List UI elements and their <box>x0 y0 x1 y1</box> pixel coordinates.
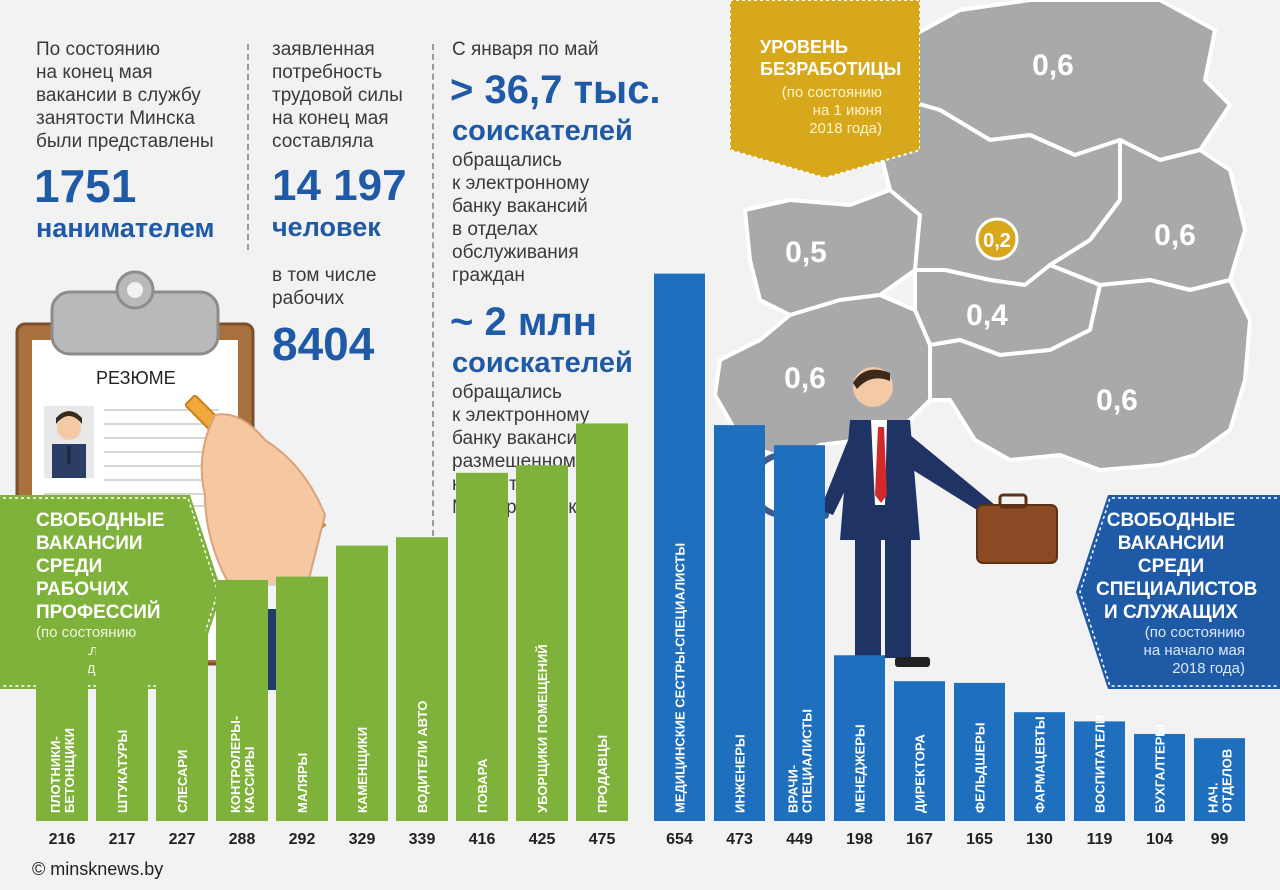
specialist-bar-4 <box>894 681 945 821</box>
worker-bar-5 <box>336 545 388 821</box>
map-label-west: 0,5 <box>785 236 827 269</box>
worker-category-label-0: ПЛОТНИКИ-БЕТОНЩИКИ <box>48 728 77 813</box>
specialist-bar-2 <box>774 445 825 821</box>
specialist-value-label-6: 130 <box>1026 831 1053 848</box>
map-label-southeast: 0,6 <box>1096 384 1138 417</box>
workers-text: в том числе рабочих <box>272 265 377 309</box>
worker-value-label-4: 292 <box>289 831 316 848</box>
unemployment-map: 0,6 0,5 0,6 0,4 0,6 0,6 0,2 <box>713 0 1252 472</box>
unemployment-title: УРОВЕНЬ БЕЗРАБОТИЦЫ <box>760 37 902 79</box>
worker-bar-4 <box>276 576 328 821</box>
worker-bar-9 <box>576 423 628 821</box>
specialist-bar-1 <box>714 425 765 821</box>
specialist-bar-6 <box>1014 712 1065 821</box>
specialist-value-label-4: 167 <box>906 831 933 848</box>
map-region-southeast <box>928 278 1252 472</box>
worker-category-label-8: УБОРЩИКИ ПОМЕЩЕНИЙ <box>535 644 550 813</box>
worker-bar-1 <box>96 639 148 821</box>
worker-value-label-8: 425 <box>529 831 556 848</box>
divider-1 <box>247 44 249 250</box>
specialist-value-label-7: 119 <box>1087 831 1113 848</box>
divider-2 <box>432 44 434 536</box>
map-label-east: 0,6 <box>1154 219 1196 252</box>
worker-value-label-1: 217 <box>109 831 136 848</box>
worker-category-label-7: ПОВАРА <box>475 758 490 813</box>
employers-unit: нанимателем <box>36 213 215 243</box>
green-ribbon-title: СВОБОДНЫЕ ВАКАНСИИ СРЕДИ РАБОЧИХ ПРОФЕСС… <box>36 510 165 623</box>
labor-demand-number: 14 197 <box>272 161 407 210</box>
minsk-city-marker <box>975 217 1019 261</box>
applicants-unit-2: соискателей <box>452 347 633 379</box>
specialist-category-label-3: МЕНЕДЖЕРЫ <box>853 724 868 813</box>
unemployment-subtitle: (по состоянию на 1 июня 2018 года) <box>781 84 882 137</box>
specialist-value-label-0: 654 <box>666 831 693 848</box>
worker-bar-2 <box>156 631 208 821</box>
specialist-value-label-1: 473 <box>726 831 753 848</box>
resume-label: РЕЗЮМЕ <box>96 368 176 388</box>
map-region-west <box>743 188 922 317</box>
specialist-category-label-1: ИНЖЕНЕРЫ <box>733 734 748 813</box>
worker-value-label-6: 339 <box>409 831 436 848</box>
blue-ribbon-subtitle: (по состоянию на начало мая 2018 года) <box>1143 624 1245 677</box>
specialist-value-label-2: 449 <box>786 831 813 848</box>
worker-category-label-9: ПРОДАВЦЫ <box>595 735 610 813</box>
applicants-unit-1: соискателей <box>452 115 633 147</box>
worker-value-label-7: 416 <box>469 831 496 848</box>
specialist-bar-0 <box>654 273 705 821</box>
map-label-minsk-city: 0,2 <box>983 230 1011 252</box>
specialist-bar-3 <box>834 655 885 821</box>
applicants-number-1: > 36,7 тыс. <box>450 68 661 112</box>
map-label-southwest: 0,6 <box>784 362 826 395</box>
labor-demand-unit: человек <box>272 212 381 242</box>
specialist-category-label-4: ДИРЕКТОРА <box>913 734 928 813</box>
blue-ribbon-shape <box>1076 495 1280 689</box>
specialist-bar-8 <box>1134 733 1185 821</box>
map-label-north: 0,6 <box>1032 49 1074 82</box>
specialist-value-label-5: 165 <box>966 831 993 848</box>
specialist-category-label-7: ВОСПИТАТЕЛИ <box>1093 715 1108 813</box>
jan-may-intro: С января по май <box>452 39 599 60</box>
map-label-minsk-region: 0,4 <box>966 299 1008 332</box>
employers-number: 1751 <box>34 160 137 212</box>
specialist-category-label-9: НАЧ.ОТДЕЛОВ <box>1206 749 1235 813</box>
specialist-bar-5 <box>954 682 1005 821</box>
blue-ribbon-title: СВОБОДНЫЕ ВАКАНСИИ СРЕДИ СПЕЦИАЛИСТОВ И … <box>1096 510 1258 623</box>
worker-bar-0 <box>36 640 88 821</box>
applicants-number-2: ~ 2 млн <box>450 300 597 344</box>
specialist-category-label-6: ФАРМАЦЕВТЫ <box>1033 716 1048 813</box>
worker-category-label-2: СЛЕСАРИ <box>175 750 190 813</box>
worker-bar-7 <box>456 472 508 821</box>
specialist-bar-7 <box>1074 721 1125 821</box>
worker-category-label-3: КОНТРОЛЕРЫ-КАССИРЫ <box>228 716 257 813</box>
specialist-category-label-2: ВРАЧИ-СПЕЦИАЛИСТЫ <box>786 709 815 813</box>
copyright-text: © minsknews.by <box>32 859 164 879</box>
specialist-category-label-5: ФЕЛЬДШЕРЫ <box>973 723 988 813</box>
specialist-value-label-8: 104 <box>1146 831 1173 848</box>
specialist-category-label-8: БУХГАЛТЕРЫ <box>1153 724 1168 813</box>
worker-bar-8 <box>516 465 568 821</box>
specialist-bar-9 <box>1194 738 1245 821</box>
unemployment-banner-shape <box>730 0 920 180</box>
worker-category-label-6: ВОДИТЕЛИ АВТО <box>415 701 430 813</box>
worker-category-label-1: ШТУКАТУРЫ <box>115 730 130 813</box>
worker-value-label-5: 329 <box>349 831 376 848</box>
applicants-text-1: обращались к электронному банку вакансий… <box>452 150 590 286</box>
worker-value-label-0: 216 <box>49 831 76 848</box>
vacancies-employers-text: По состоянию на конец мая вакансии в слу… <box>36 39 214 152</box>
worker-value-label-3: 288 <box>229 831 256 848</box>
worker-value-label-9: 475 <box>589 831 616 848</box>
worker-bar-6 <box>396 537 448 821</box>
workers-number: 8404 <box>272 318 375 370</box>
specialist-value-label-3: 198 <box>846 831 873 848</box>
worker-category-label-5: КАМЕНЩИКИ <box>355 727 370 813</box>
specialist-value-label-9: 99 <box>1211 831 1229 848</box>
specialist-category-label-0: МЕДИЦИНСКИЕ СЕСТРЫ-СПЕЦИАЛИСТЫ <box>673 543 688 813</box>
labor-demand-text: заявленная потребность трудовой силы на … <box>272 39 403 152</box>
worker-category-label-4: МАЛЯРЫ <box>295 753 310 813</box>
worker-bar-3 <box>216 579 268 821</box>
worker-value-label-2: 227 <box>169 831 196 848</box>
